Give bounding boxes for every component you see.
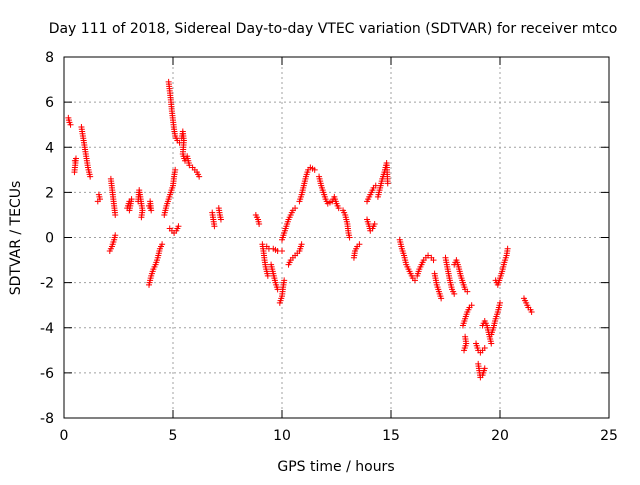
x-tick-label: 0 [60, 428, 69, 444]
data-point [159, 241, 166, 248]
y-axis-label: SDTVAR / TECUs [8, 181, 24, 296]
data-point [356, 241, 363, 248]
data-point [298, 241, 305, 248]
data-point [211, 223, 218, 230]
data-point [126, 207, 133, 214]
data-point [335, 205, 342, 212]
data-point [112, 232, 119, 239]
data-point [438, 295, 445, 302]
y-tick-label: -2 [40, 276, 54, 292]
data-point [186, 162, 193, 169]
data-point [292, 205, 299, 212]
data-point [274, 286, 281, 293]
x-tick-label: 20 [491, 428, 509, 444]
data-point [94, 198, 101, 205]
y-tick-label: 0 [45, 231, 54, 247]
x-tick-label: 25 [600, 428, 618, 444]
x-axis-label: GPS time / hours [277, 459, 394, 475]
y-tick-label: -6 [40, 366, 54, 382]
data-point [528, 308, 535, 315]
data-point [371, 220, 378, 227]
data-point [461, 347, 468, 354]
data-points [65, 78, 535, 381]
data-point [481, 365, 488, 372]
data-point [468, 302, 475, 309]
data-point [138, 214, 145, 221]
data-point [112, 211, 119, 218]
x-tick-label: 5 [169, 428, 178, 444]
data-point [264, 272, 271, 279]
data-point [175, 223, 182, 230]
data-point [504, 245, 511, 252]
data-point [281, 277, 288, 284]
data-point [147, 198, 154, 205]
data-point [497, 299, 503, 306]
y-tick-label: -8 [40, 411, 54, 427]
y-tick-label: 8 [45, 50, 54, 66]
x-tick-label: 10 [273, 428, 291, 444]
data-point [217, 216, 224, 223]
data-point [256, 220, 263, 227]
data-point [430, 257, 437, 264]
y-tick-label: -4 [40, 321, 54, 337]
data-point [411, 277, 418, 284]
data-point [425, 252, 432, 259]
y-tick-label: 6 [45, 95, 54, 111]
data-point [196, 173, 203, 180]
x-tick-label: 15 [382, 428, 400, 444]
axis-ticks: 0 5 10 15 20 25 -8 -6 -4 -2 0 2 4 6 8 [40, 50, 618, 444]
data-point [464, 288, 471, 295]
data-point [67, 121, 74, 128]
data-point [488, 340, 495, 347]
data-point [279, 248, 285, 255]
data-point [87, 173, 94, 180]
data-point [384, 180, 391, 187]
data-point [71, 169, 78, 176]
chart-title: Day 111 of 2018, Sidereal Day-to-day VTE… [49, 21, 618, 37]
data-point [346, 234, 353, 241]
data-point [311, 166, 318, 173]
y-tick-label: 4 [45, 140, 54, 156]
data-point [481, 345, 488, 352]
data-point [451, 290, 458, 297]
y-tick-label: 2 [45, 185, 54, 201]
data-point [172, 166, 179, 173]
grid-lines [64, 57, 609, 418]
